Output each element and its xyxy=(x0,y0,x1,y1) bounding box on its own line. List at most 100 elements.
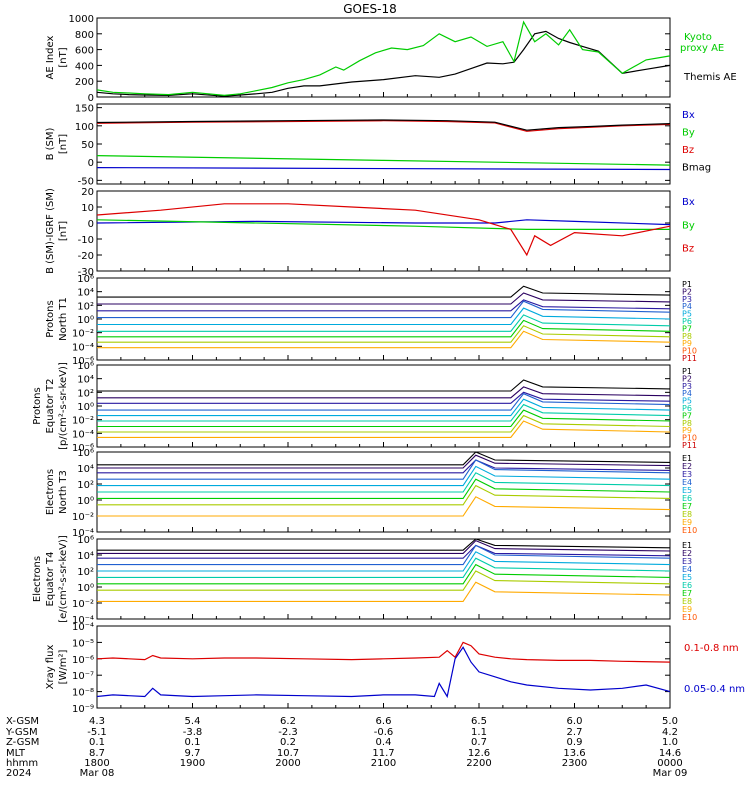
panel-electrons_t4: 10⁻⁴ 10⁻² 10⁰ 10² 10⁴ 10⁶ Electrons Equator T4[… xyxy=(32,535,697,626)
legend-e6: E6 xyxy=(682,581,692,590)
channel-line xyxy=(97,451,671,466)
x-row-value: 8.7 xyxy=(89,748,105,759)
legend-bmag: Bmag xyxy=(682,163,711,174)
y-tick-label: 10⁻⁵ xyxy=(72,638,94,649)
legend-e9: E9 xyxy=(682,605,692,614)
plot-title: GOES-18 xyxy=(343,2,397,16)
channel-line xyxy=(97,386,671,399)
y-tick-label: 10⁻² xyxy=(72,599,94,610)
x-row-value: -5.1 xyxy=(87,727,107,738)
x-row-value: 4.2 xyxy=(662,727,678,738)
legend-p2: P2 xyxy=(682,287,692,296)
legend-p5: P5 xyxy=(682,310,692,319)
series-bx xyxy=(96,167,671,171)
x-row-label: X-GSM xyxy=(6,716,39,727)
channel-line xyxy=(97,414,671,433)
x-row-value: 0.7 xyxy=(471,737,487,748)
y-axis-label: Protons xyxy=(32,387,43,424)
x-row-label: Z-GSM xyxy=(6,737,39,748)
y-tick-label: 10⁻⁸ xyxy=(72,688,94,699)
x-row-value: 14.6 xyxy=(659,748,681,759)
x-row-value: 6.6 xyxy=(376,716,392,727)
panel-ae: 0 200 400 600 800 1000 AE Index [nT] xyxy=(45,14,671,104)
y-tick-label: 10² xyxy=(77,480,94,491)
legend-p3: P3 xyxy=(682,382,692,391)
y-tick-label: 10⁻² xyxy=(72,329,94,340)
legend-e4: E4 xyxy=(682,565,692,574)
x-row-value: 0.1 xyxy=(89,737,105,748)
series-kyoto-proxy-ae xyxy=(96,20,671,97)
y-tick-label: 10⁶ xyxy=(77,448,94,459)
channel-line xyxy=(97,484,671,506)
legend-p8: P8 xyxy=(682,332,692,341)
legend-e5: E5 xyxy=(682,573,692,582)
y-tick-label: 600 xyxy=(75,46,94,57)
legend-kyoto: Kyoto xyxy=(684,32,712,43)
channel-line xyxy=(97,299,671,312)
panel-frame xyxy=(96,364,671,448)
channel-line xyxy=(97,478,671,499)
panel-protons_t1: 10⁻⁶ 10⁻⁴ 10⁻² 10⁰ 10² 10⁴ 10⁶ Protons North T1 P… xyxy=(45,274,697,367)
y-tick-label: 10⁻² xyxy=(72,512,94,523)
y-axis-label: North T3 xyxy=(58,470,69,514)
y-axis-label: [W/m²] xyxy=(58,649,69,684)
x-row-value: 5.4 xyxy=(185,716,201,727)
legend-e2: E2 xyxy=(682,462,692,471)
panel-b_igrf: -30 -20 -10 0 10 20 B (SM)-IGRF (SM) [nT] Bx By Bz xyxy=(45,187,695,278)
y-tick-label: 10² xyxy=(77,388,94,399)
y-tick-label: 10⁻⁴ xyxy=(72,528,94,539)
channel-line xyxy=(97,570,671,591)
legend-e4: E4 xyxy=(682,478,692,487)
series-themis-ae xyxy=(96,30,671,97)
series-by xyxy=(96,155,671,166)
channel-line xyxy=(97,330,671,349)
legend-e9: E9 xyxy=(682,518,692,527)
legend-e2: E2 xyxy=(682,549,692,558)
legend-e10: E10 xyxy=(682,613,697,622)
channel-line xyxy=(97,563,671,585)
series-by xyxy=(96,219,670,230)
legend-p5: P5 xyxy=(682,397,692,406)
y-tick-label: 10⁶ xyxy=(77,274,94,285)
legend-p11: P11 xyxy=(682,441,697,450)
legend-p2: P2 xyxy=(682,374,692,383)
channel-line xyxy=(97,391,671,404)
x-row-value: 4.3 xyxy=(89,716,105,727)
legend-themis-ae: Themis AE xyxy=(683,72,737,83)
y-tick-label: -10 xyxy=(78,235,94,246)
channel-line xyxy=(97,393,671,411)
y-tick-label: 10⁻⁴ xyxy=(72,622,94,633)
y-tick-label: 100 xyxy=(75,122,94,133)
y-axis-label: [nT] xyxy=(58,221,69,241)
legend-p6: P6 xyxy=(682,404,692,413)
legend-p9: P9 xyxy=(682,339,692,348)
legend-bz: Bz xyxy=(682,244,694,255)
x-row-label: MLT xyxy=(6,748,26,759)
x-row-value: 0.9 xyxy=(567,737,583,748)
channel-line xyxy=(97,581,671,602)
legend-e1: E1 xyxy=(682,541,692,550)
channel-line xyxy=(97,544,671,566)
x-row-value: 6.0 xyxy=(567,716,583,727)
channel-line xyxy=(97,551,671,572)
x-row-value: 6.2 xyxy=(280,716,296,727)
series-bz xyxy=(96,120,671,132)
channel-line xyxy=(97,465,671,487)
y-tick-label: 10² xyxy=(77,567,94,578)
y-axis-label: Electrons xyxy=(45,469,56,515)
channel-line xyxy=(97,285,671,298)
y-axis-label: Equator T2 xyxy=(45,379,56,434)
y-axis-label: [nT] xyxy=(58,134,69,154)
y-tick-label: 10⁻⁴ xyxy=(72,342,94,353)
legend-p11: P11 xyxy=(682,354,697,363)
x-row-label: 2024 xyxy=(6,768,31,779)
x-row-value: 1800 xyxy=(84,758,109,769)
channel-line xyxy=(97,403,671,422)
y-tick-label: 50 xyxy=(81,140,94,151)
panel-frame xyxy=(96,538,671,620)
y-tick-label: 10⁴ xyxy=(77,464,94,475)
channel-line xyxy=(97,472,671,493)
y-tick-label: 150 xyxy=(75,104,94,115)
y-tick-label: 10² xyxy=(77,301,94,312)
